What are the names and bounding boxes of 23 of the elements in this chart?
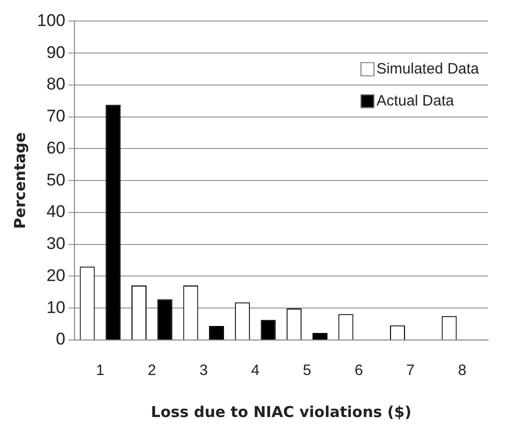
x-tick-label: 6: [354, 362, 363, 380]
y-tick-label: 50: [46, 170, 66, 190]
y-tick-label: 0: [56, 330, 66, 349]
y-tick-label: 70: [46, 106, 66, 126]
x-tick-label: 7: [406, 362, 415, 380]
y-axis-title: Percentage: [10, 132, 29, 229]
x-tick-label: 5: [302, 362, 312, 380]
y-tick-label: 40: [46, 202, 66, 222]
x-axis-title: Loss due to NIAC violations ($): [150, 402, 412, 421]
x-tick-label: 3: [199, 362, 208, 380]
y-tick-label: 90: [46, 42, 66, 62]
x-tick-label: 2: [148, 362, 156, 380]
y-tick-label: 80: [46, 74, 66, 94]
y-tick-label: 30: [46, 234, 66, 254]
y-tick-label: 20: [46, 266, 66, 285]
legend-label: Simulated Data: [376, 60, 480, 78]
x-tick-label: 1: [96, 362, 104, 380]
x-tick-label: 4: [251, 362, 260, 380]
y-tick-label: 60: [46, 138, 66, 158]
y-tick-label: 100: [36, 10, 66, 30]
x-tick-label: 8: [458, 362, 466, 380]
legend-label: Actual Data: [376, 92, 455, 110]
y-tick-label: 10: [46, 298, 66, 317]
